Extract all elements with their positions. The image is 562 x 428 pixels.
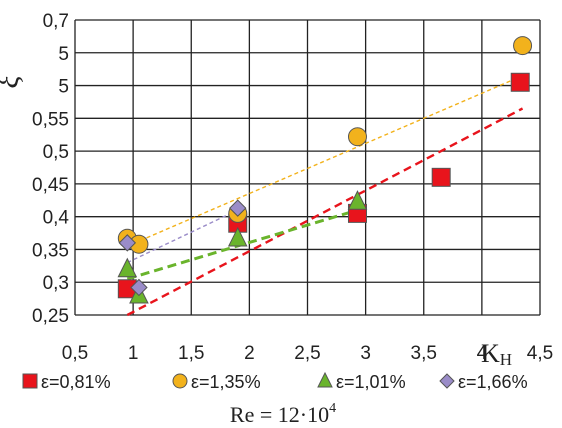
y-tick-label-fragment: 5 <box>58 44 69 65</box>
data-point-circle <box>347 127 367 147</box>
y-tick-label: 0,5 <box>43 142 69 163</box>
x-tick-label: 3 <box>360 343 371 364</box>
caption-text: Re = 12·10 <box>230 402 329 427</box>
data-point-triangle <box>347 190 368 210</box>
x-tick-label: 0,5 <box>62 343 88 364</box>
y-tick-label: 0,3 <box>43 273 69 294</box>
data-point-circle <box>172 373 188 389</box>
y-tick-label: 0,55 <box>32 109 69 130</box>
y-axis-label: ξ <box>0 75 25 88</box>
trend-lines <box>126 75 524 317</box>
x-axis-label-main: K <box>481 339 500 368</box>
data-point-square <box>510 72 530 92</box>
data-point-circle <box>513 36 533 56</box>
legend: ε=0,81% ε=1,35% ε=1,01% ε=1,66% <box>22 371 528 392</box>
x-tick-label: 1 <box>128 343 139 364</box>
data-point-diamond <box>439 373 455 389</box>
y-tick-label: 0,4 <box>43 208 70 229</box>
caption: Re = 12·104 <box>230 401 336 427</box>
data-point-triangle <box>117 257 138 278</box>
x-tick-label: 1,5 <box>178 343 204 364</box>
y-tick-label: 0,25 <box>32 306 69 327</box>
x-tick-label: 3,5 <box>411 343 437 364</box>
x-tick-label: 2,5 <box>294 343 320 364</box>
y-tick-label-fragment: 5 <box>58 77 69 98</box>
data-point-square <box>431 167 451 187</box>
legend-label: ε=1,66% <box>458 372 528 392</box>
data-point-diamond <box>118 234 137 252</box>
data-point-triangle <box>227 226 248 247</box>
legend-label: ε=1,01% <box>336 372 406 392</box>
x-axis-label-sub: H <box>500 350 512 369</box>
data-point-triangle <box>317 371 333 388</box>
data-point-diamond <box>130 278 148 297</box>
data-point-square <box>22 373 38 389</box>
grid-lines <box>74 19 541 316</box>
data-point-diamond <box>229 199 247 217</box>
caption-exponent: 4 <box>329 401 336 416</box>
y-tick-label: 0,35 <box>32 240 69 261</box>
x-tick-label: 2 <box>244 343 255 364</box>
data-points <box>117 36 533 304</box>
y-tick-labels: 0,25 0,3 0,35 0,4 0,45 0,5 0,55 0,7 5 5 <box>32 11 69 327</box>
y-tick-label: 0,7 <box>43 11 69 32</box>
trend-line <box>127 75 523 247</box>
x-tick-labels: 0,5 1 1,5 2 2,5 3 3,5 4 4,5 <box>62 343 553 364</box>
trend-line <box>127 209 239 264</box>
legend-label: ε=0,81% <box>41 372 111 392</box>
x-axis-label: KH <box>481 339 512 369</box>
y-tick-label: 0,45 <box>32 175 69 196</box>
legend-label: ε=1,35% <box>191 372 261 392</box>
x-tick-label: 4,5 <box>527 343 553 364</box>
trend-line <box>126 107 524 317</box>
x-tick-label: 4 <box>477 343 488 364</box>
